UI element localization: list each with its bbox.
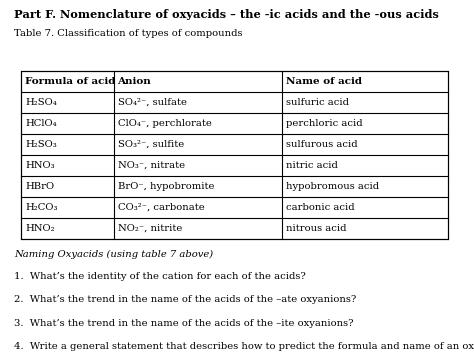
Text: ClO₄⁻, perchlorate: ClO₄⁻, perchlorate [118,119,211,127]
Text: 3.  What’s the trend in the name of the acids of the –ite oxyanions?: 3. What’s the trend in the name of the a… [14,319,354,328]
Text: CO₃²⁻, carbonate: CO₃²⁻, carbonate [118,203,204,211]
Text: Formula of acid: Formula of acid [25,77,116,85]
Text: HClO₄: HClO₄ [25,119,57,127]
Bar [21,71,448,239]
Text: sulfurous acid: sulfurous acid [286,140,357,148]
Text: 1.  What’s the identity of the cation for each of the acids?: 1. What’s the identity of the cation for… [14,272,306,281]
Text: H₂SO₃: H₂SO₃ [25,140,57,148]
Text: SO₄²⁻, sulfate: SO₄²⁻, sulfate [118,98,187,106]
Text: Name of acid: Name of acid [286,77,362,85]
Text: perchloric acid: perchloric acid [286,119,363,127]
Text: BrO⁻, hypobromite: BrO⁻, hypobromite [118,182,214,190]
Text: Anion: Anion [118,77,151,85]
Text: H₂CO₃: H₂CO₃ [25,203,58,211]
Text: HNO₂: HNO₂ [25,224,55,232]
Text: H₂SO₄: H₂SO₄ [25,98,57,106]
Text: carbonic acid: carbonic acid [286,203,355,211]
Text: 2.  What’s the trend in the name of the acids of the –ate oxyanions?: 2. What’s the trend in the name of the a… [14,295,356,304]
Text: sulfuric acid: sulfuric acid [286,98,349,106]
Text: HNO₃: HNO₃ [25,161,55,169]
Text: nitric acid: nitric acid [286,161,337,169]
Text: NO₃⁻, nitrate: NO₃⁻, nitrate [118,161,185,169]
Text: 4.  Write a general statement that describes how to predict the formula and name: 4. Write a general statement that descri… [14,342,474,352]
Text: Part F. Nomenclature of oxyacids – the -ic acids and the -ous acids: Part F. Nomenclature of oxyacids – the -… [14,9,439,20]
Text: hypobromous acid: hypobromous acid [286,182,379,190]
Text: nitrous acid: nitrous acid [286,224,346,232]
Text: SO₃²⁻, sulfite: SO₃²⁻, sulfite [118,140,184,148]
Text: NO₂⁻, nitrite: NO₂⁻, nitrite [118,224,182,232]
Text: Naming Oxyacids (using table 7 above): Naming Oxyacids (using table 7 above) [14,249,213,258]
Text: Table 7. Classification of types of compounds: Table 7. Classification of types of comp… [14,29,243,38]
Text: HBrO: HBrO [25,182,54,190]
